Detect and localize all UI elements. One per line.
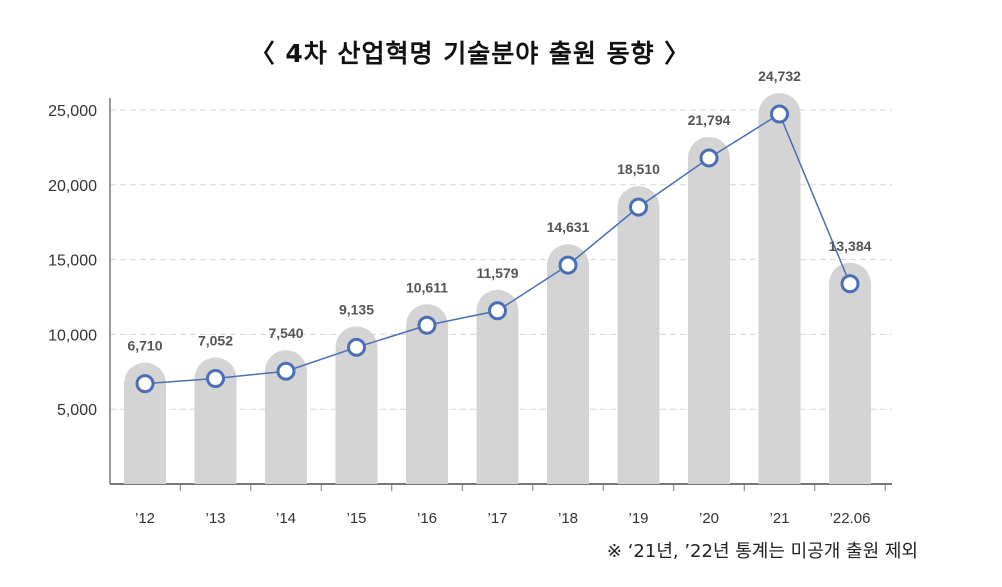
x-tick-label: ’20: [699, 510, 719, 527]
data-point: [417, 315, 437, 335]
data-point: [206, 369, 225, 389]
y-tick-label: 5,000: [57, 402, 97, 419]
data-label: 21,794: [688, 112, 731, 128]
bar: [617, 186, 660, 484]
data-point: [770, 104, 789, 124]
bar: [829, 262, 871, 484]
data-point: [276, 361, 296, 381]
y-tick-label: 15,000: [48, 253, 97, 270]
bar: [688, 136, 730, 484]
data-point: [347, 337, 366, 357]
bar: [265, 350, 307, 484]
label-layer: 5,000 10,000 15,000 20,000 25,000 ’12 6,710 ’13…: [48, 68, 872, 527]
data-label: 6,710: [127, 338, 162, 354]
bar: [758, 93, 801, 484]
x-tick-label: ’18: [558, 510, 578, 527]
y-tick-label: 25,000: [48, 103, 97, 120]
data-label: 18,510: [617, 161, 660, 177]
x-tick-label: ’15: [346, 510, 366, 527]
x-tick-label: ’19: [628, 510, 648, 527]
marker-layer: [135, 104, 860, 394]
data-label: 13,384: [829, 238, 872, 254]
bar: [194, 357, 237, 484]
data-label: 11,579: [476, 265, 518, 281]
x-tick-label: ’12: [135, 510, 155, 527]
data-label: 10,611: [406, 279, 448, 295]
data-point: [135, 374, 155, 394]
data-point: [840, 274, 860, 294]
bar: [547, 244, 589, 484]
data-label: 24,732: [758, 68, 801, 84]
x-tick-label: ’13: [205, 510, 225, 527]
data-point: [558, 255, 578, 275]
bar: [124, 362, 166, 484]
x-tick-label: ’16: [417, 510, 437, 527]
bar: [335, 326, 378, 484]
x-tick-label: ’22.06: [830, 510, 871, 527]
data-point: [488, 301, 507, 321]
chart-footnote: ※ ‘21년, ’22년 통계는 미공개 출원 제외: [606, 541, 918, 562]
y-tick-label: 20,000: [48, 178, 97, 195]
x-tick-label: ’17: [487, 510, 507, 527]
data-label: 7,540: [268, 325, 303, 341]
x-tick-label: ’14: [276, 510, 296, 527]
data-label: 7,052: [198, 333, 233, 349]
x-tick-label: ’21: [769, 510, 789, 527]
bar: [476, 289, 519, 484]
data-point: [699, 148, 719, 168]
y-tick-label: 10,000: [48, 327, 97, 344]
chart-title: 〈 4차 산업혁명 기술분야 출원 동향 〉: [249, 39, 691, 68]
data-label: 9,135: [339, 301, 374, 317]
data-label: 14,631: [547, 219, 590, 235]
data-point: [629, 197, 648, 217]
bar-layer: [124, 93, 871, 484]
bar: [406, 304, 448, 484]
